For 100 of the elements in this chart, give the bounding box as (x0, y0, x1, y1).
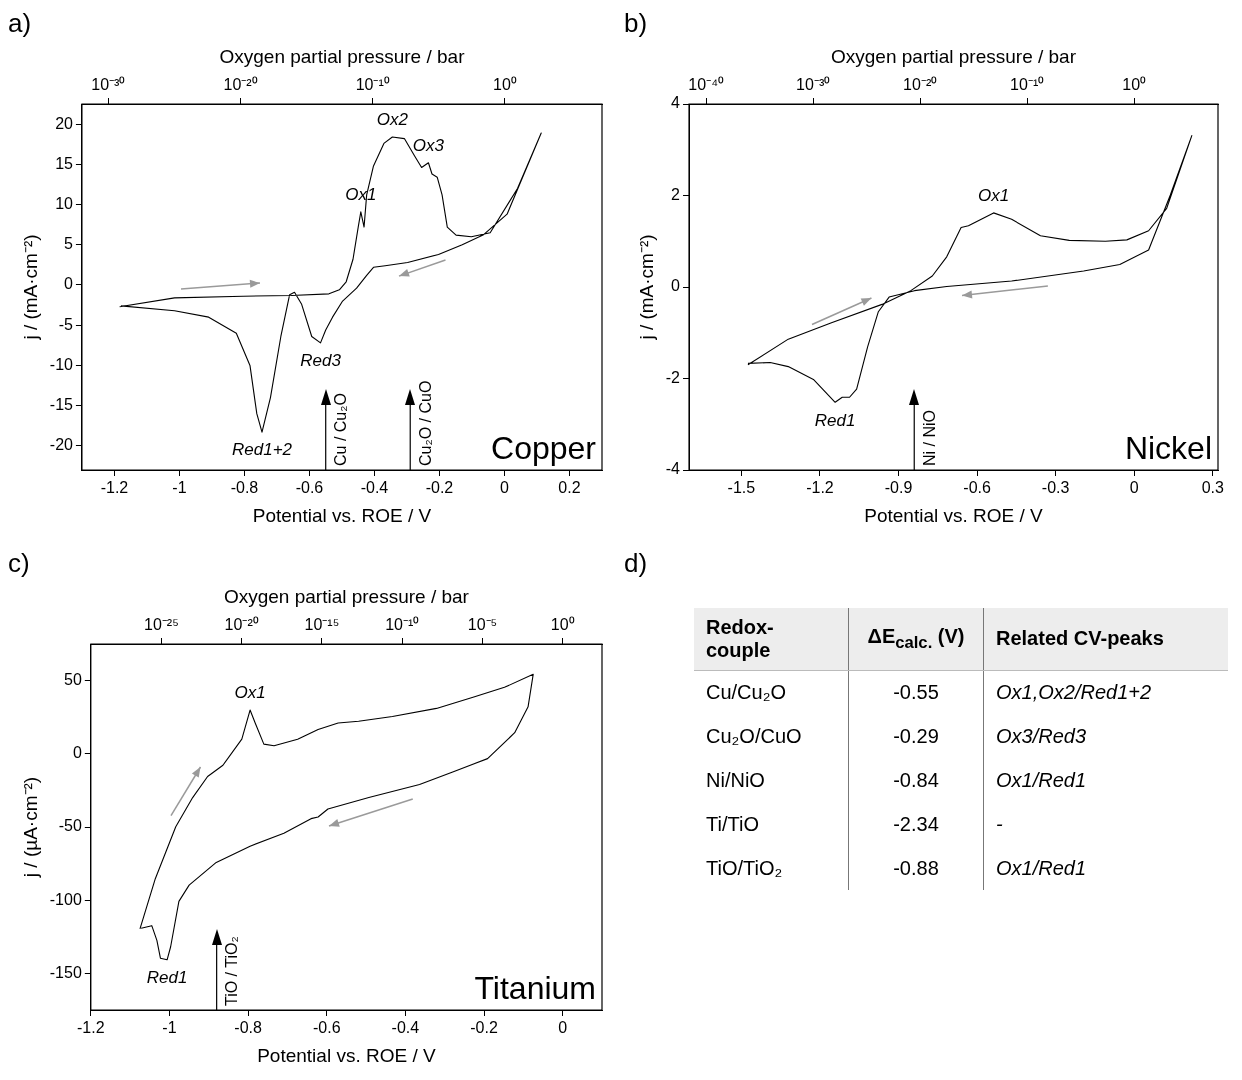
text: -0.84 (848, 758, 984, 802)
text: - (983, 802, 1228, 846)
chart-title: c) (8, 548, 30, 579)
x2-tick-label: 10⁻¹⁰ (355, 75, 390, 93)
ref-line-label: Cu₂O / CuO (416, 380, 434, 466)
x-tick-label: -1.5 (727, 479, 756, 497)
text: -0.29 (848, 714, 984, 758)
text: Ox1/Red1 (983, 758, 1228, 802)
annotation: Red1 (146, 968, 188, 988)
x-tick-label: -0.2 (425, 479, 454, 497)
x-tick-label: -0.6 (295, 479, 324, 497)
y-tick-label: 15 (55, 154, 74, 172)
x2-axis-title: Oxygen partial pressure / bar (223, 585, 470, 607)
annotation: Titanium (474, 969, 596, 1006)
x-tick-label: -0.8 (234, 1019, 262, 1037)
x2-tick-label: 10⁻²⁰ (223, 75, 258, 93)
y-tick-label: -4 (665, 460, 681, 478)
x2-axis-title: Oxygen partial pressure / bar (219, 45, 466, 67)
x-tick-label: -1 (162, 1019, 177, 1037)
text: -2.34 (848, 802, 984, 846)
x-axis-title: Potential vs. ROE / V (864, 504, 1044, 526)
annotation: Ox1 (234, 683, 266, 703)
y-tick-label: -10 (49, 355, 74, 373)
text: TiO/TiO₂ (705, 855, 784, 881)
text: Ni/NiO (705, 767, 766, 793)
x-tick-label: -0.6 (963, 479, 991, 497)
x-tick-label: -0.9 (884, 479, 913, 497)
text: Ox1,Ox2/Red1+2 (983, 670, 1228, 714)
x-tick-label: 0 (558, 1019, 568, 1037)
x2-tick-label: 10⁻¹⁰ (385, 615, 420, 633)
annotation: Nickel (1124, 429, 1212, 466)
y-axis-title: j / (µA·cm⁻²) (19, 776, 41, 879)
y-tick-label: -20 (49, 436, 74, 454)
y-tick-label: 20 (55, 114, 74, 132)
y-tick-label: 50 (64, 671, 82, 689)
chart-title: a) (8, 8, 32, 39)
x2-tick-label: 10⁰ (493, 75, 517, 93)
y-tick-label: -5 (58, 315, 74, 333)
annotation: Red1 (814, 410, 856, 430)
y-tick-label: -100 (49, 890, 82, 908)
y-tick-label: 5 (64, 235, 74, 253)
x-tick-label: -0.2 (470, 1019, 498, 1037)
text: -0.55 (848, 670, 984, 714)
text: Redox-couple (694, 608, 849, 670)
x2-axis-title: Oxygen partial pressure / bar (831, 45, 1077, 67)
y-tick-label: -50 (58, 817, 82, 835)
x2-tick-label: 10⁻⁴⁰ (688, 75, 725, 93)
x-tick-label: -1.2 (77, 1019, 105, 1037)
annotation: Red1+2 (231, 440, 293, 460)
text: Ti/TiO (705, 811, 760, 837)
annotation: Ox3 (412, 135, 445, 155)
annotation: Ox2 (376, 110, 409, 130)
y-tick-label: 2 (671, 185, 681, 203)
x2-tick-label: 10⁻¹⁰ (1010, 75, 1045, 93)
y-axis-title: j / (mA·cm⁻²) (19, 234, 41, 341)
chart-title: b) (624, 8, 648, 39)
x-tick-label: 0.2 (558, 479, 581, 497)
x2-tick-label: 10⁰ (1122, 75, 1147, 93)
y-tick-label: -150 (49, 963, 82, 981)
x2-tick-label: 10⁻³⁰ (796, 75, 831, 93)
x-tick-label: -0.8 (230, 479, 259, 497)
x2-tick-label: 10⁻²⁰ (224, 615, 259, 633)
x-tick-label: 0 (500, 479, 510, 497)
text: ΔE$_{calc.}$ (V) (848, 608, 984, 670)
y-tick-label: -15 (49, 396, 74, 414)
x-tick-label: -0.6 (312, 1019, 341, 1037)
x-tick-label: -0.4 (391, 1019, 420, 1037)
x-tick-label: -1 (172, 479, 187, 497)
annotation: Ox1 (977, 186, 1010, 206)
text: -0.88 (848, 846, 984, 890)
x2-tick-label: 10⁻⁵ (467, 615, 498, 633)
x2-tick-label: 10⁻²⁰ (903, 75, 938, 93)
y-tick-label: 4 (671, 94, 681, 112)
text: Ox3/Red3 (983, 714, 1228, 758)
y-tick-label: 10 (55, 194, 74, 212)
text: Cu₂O/CuO (705, 723, 803, 749)
x2-tick-label: 10⁻¹⁵ (304, 615, 340, 633)
x-tick-label: 0 (1129, 479, 1139, 497)
ref-line-label: Ni / NiO (920, 410, 938, 466)
x2-tick-label: 10⁰ (550, 615, 575, 633)
y-tick-label: 0 (72, 744, 82, 762)
y-tick-label: -2 (665, 368, 681, 386)
x2-tick-label: 10⁻³⁰ (91, 75, 126, 93)
text: Ox1/Red1 (983, 846, 1228, 890)
y-tick-label: 0 (64, 275, 74, 293)
x-tick-label: -1.2 (100, 479, 129, 497)
y-tick-label: 0 (671, 277, 681, 295)
x-axis-title: Potential vs. ROE / V (257, 1044, 436, 1066)
ref-line-label: Cu / Cu₂O (332, 393, 350, 466)
x-tick-label: -0.3 (1041, 479, 1070, 497)
x2-tick-label: 10⁻²⁵ (144, 615, 179, 633)
x-tick-label: 0.3 (1201, 479, 1224, 497)
x-axis-title: Potential vs. ROE / V (252, 504, 432, 526)
text: Cu/Cu₂O (705, 679, 787, 705)
text: d) (624, 548, 648, 579)
x-tick-label: -0.4 (360, 479, 389, 497)
annotation: Red3 (300, 351, 342, 371)
y-axis-title: j / (mA·cm⁻²) (635, 234, 657, 341)
ref-line-label: TiO / TiO₂ (223, 936, 241, 1006)
text: Related CV-peaks (983, 608, 1228, 670)
